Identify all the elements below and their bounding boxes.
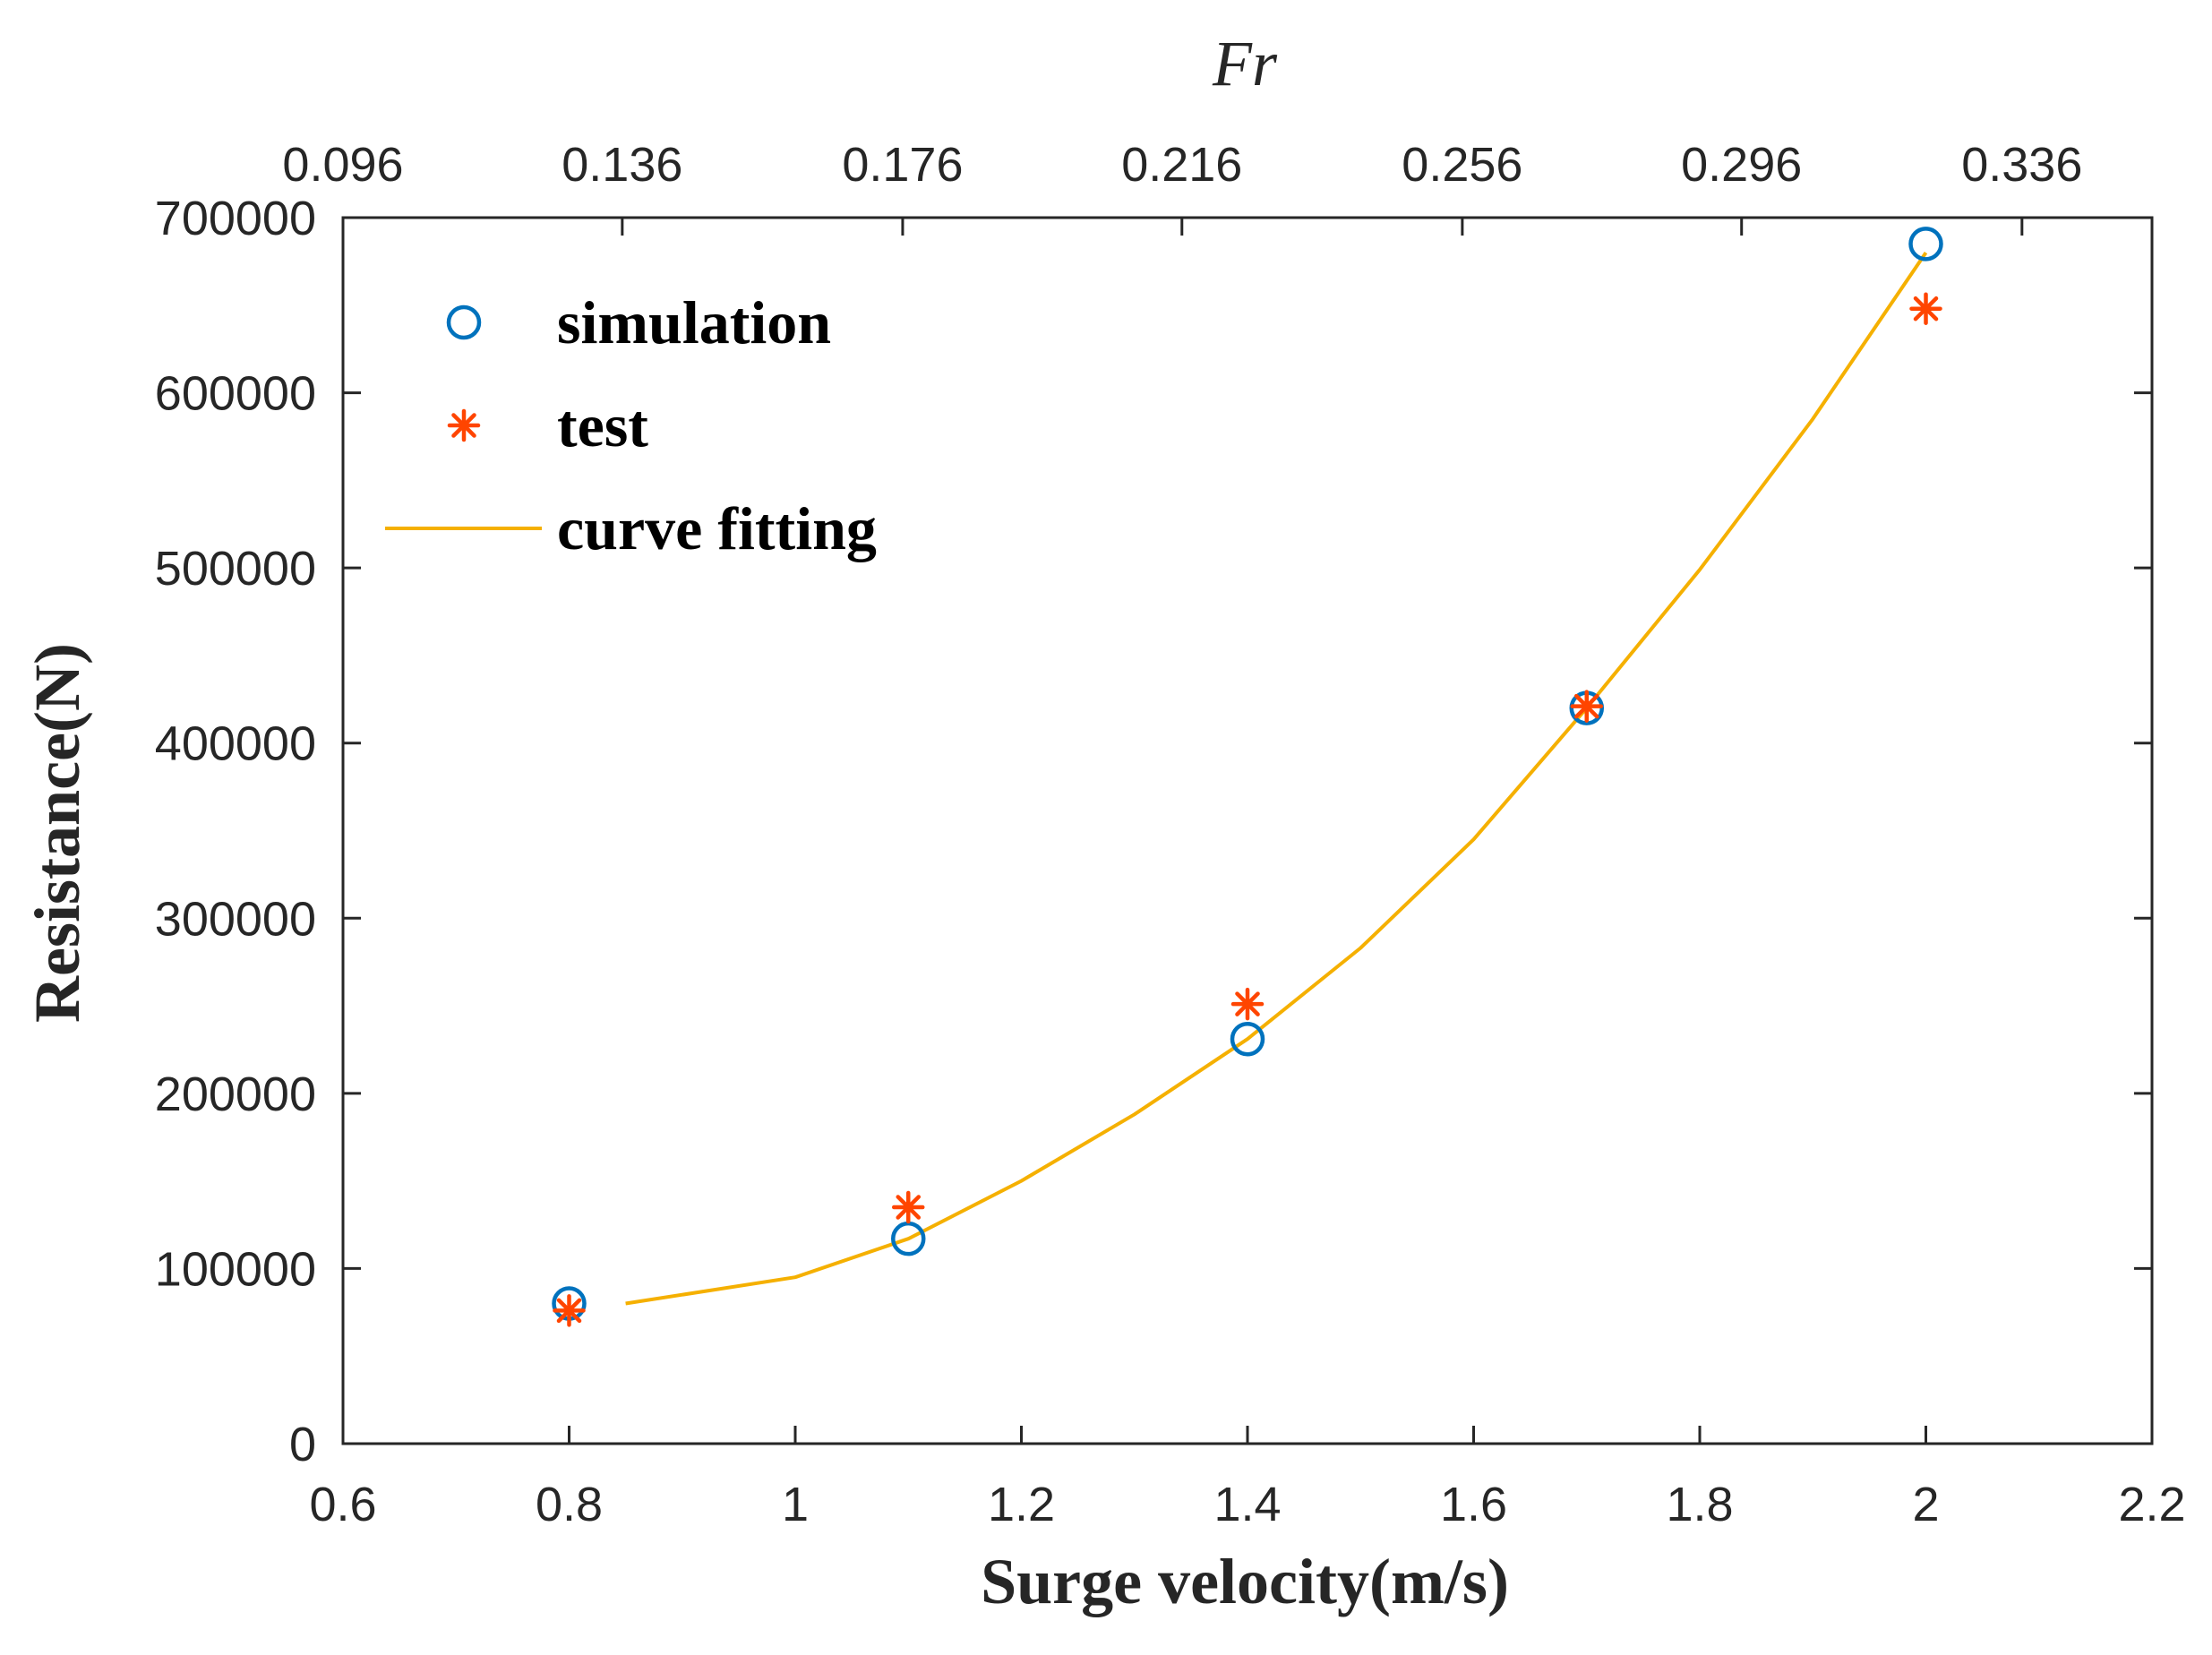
- top-x-tick-label: 0.136: [562, 138, 682, 192]
- test-point: [1909, 292, 1942, 325]
- simulation-point: [1908, 227, 1943, 262]
- legend-test-marker: [447, 408, 481, 442]
- y-tick-label: 400000: [155, 717, 316, 771]
- test-point-arm: [1235, 991, 1260, 1016]
- top-x-tick-label: 0.176: [842, 138, 963, 192]
- y-tick-label: 700000: [155, 192, 316, 245]
- test-point: [1230, 987, 1265, 1021]
- plot-area: 0.6 0.8 1 1.2 1.4 1.6 1.8 2 2.2 0.096 0.136 0.176 0.…: [155, 138, 2186, 1531]
- legend-test-marker-arm: [451, 413, 476, 438]
- test-point-arm: [1913, 296, 1939, 322]
- y-tick-label: 100000: [155, 1242, 316, 1296]
- y-tick-label: 200000: [155, 1068, 316, 1121]
- top-axis-title: Fr: [1212, 28, 1278, 99]
- x-tick-label: 1.4: [1213, 1478, 1281, 1531]
- simulation-point: [1230, 1021, 1265, 1057]
- x-tick-label: 1: [782, 1478, 809, 1531]
- test-point: [892, 1190, 925, 1224]
- test-point: [1570, 690, 1603, 723]
- top-x-tick-label: 0.096: [282, 138, 403, 192]
- x-tick-label: 1.6: [1440, 1478, 1507, 1531]
- top-x-tick-label: 0.336: [1961, 138, 2082, 192]
- x-axis-title: Surge velocity(m/s): [981, 1546, 1509, 1617]
- x-tick-label: 0.6: [309, 1478, 376, 1531]
- top-x-tick-label: 0.256: [1402, 138, 1522, 192]
- y-tick-label: 0: [289, 1418, 316, 1471]
- x-tick-label: 2: [1912, 1478, 1939, 1531]
- y-tick-label: 500000: [155, 542, 316, 596]
- top-x-tick-label: 0.216: [1121, 138, 1242, 192]
- legend-label: curve fitting: [557, 494, 877, 562]
- x-tick-label: 1.2: [988, 1478, 1055, 1531]
- top-x-tick-label: 0.296: [1681, 138, 1802, 192]
- legend-label: simulation: [557, 288, 831, 356]
- x-tick-label: 0.8: [536, 1478, 603, 1531]
- legend: simulation test curve fitting: [385, 288, 877, 562]
- y-axis-title: Resistance(N): [21, 643, 93, 1023]
- x-tick-label: 2.2: [2118, 1478, 2185, 1531]
- y-tick-label: 300000: [155, 892, 316, 946]
- test-point-arm: [896, 1195, 922, 1220]
- test-point: [553, 1294, 586, 1327]
- x-tick-label: 1.8: [1666, 1478, 1733, 1531]
- legend-label: test: [557, 391, 648, 459]
- test-point-arm: [556, 1298, 582, 1324]
- y-tick-label: 600000: [155, 367, 316, 421]
- curve-fitting-line: [625, 251, 1928, 1306]
- test-point-arm: [1573, 693, 1599, 719]
- legend-simulation-marker: [446, 304, 482, 340]
